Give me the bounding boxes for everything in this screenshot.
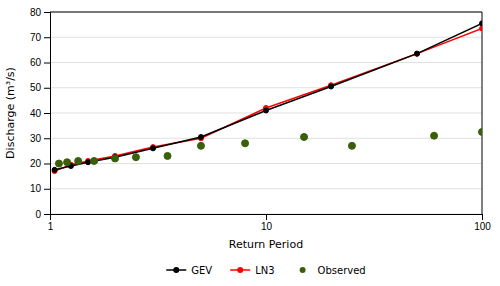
tick: 60 [30, 57, 50, 68]
plot-area: 1 10 100 0 10 20 30 40 50 60 70 80 [30, 7, 491, 232]
series [52, 26, 482, 174]
marks [52, 21, 482, 174]
point [112, 155, 119, 162]
tick-label: 60 [30, 57, 42, 68]
grid-line [50, 37, 482, 38]
legend-swatch [173, 267, 179, 273]
y-axis: 0 10 20 30 40 50 60 70 80 [30, 7, 51, 220]
legend-label: GEV [191, 265, 212, 276]
point [55, 160, 62, 167]
tick-label: 0 [35, 209, 41, 220]
tick-label: 20 [30, 158, 42, 169]
x-axis: 1 10 100 [48, 214, 492, 232]
marker [198, 134, 203, 139]
tick-label: 10 [261, 221, 273, 232]
x-axis-title: Return Period [229, 238, 303, 251]
tick-label: 1 [48, 221, 54, 232]
tick-label: 70 [30, 32, 42, 43]
point [479, 128, 483, 135]
grid-line [50, 188, 482, 189]
series [52, 21, 482, 172]
grid-line [50, 138, 482, 139]
tick: 70 [30, 32, 50, 43]
line [55, 23, 482, 169]
tick-mark [44, 138, 50, 139]
tick-mark [482, 214, 483, 220]
marker [264, 108, 269, 113]
point [132, 154, 139, 161]
marker [414, 51, 419, 56]
axis-line [44, 13, 51, 215]
marker [414, 51, 419, 56]
tick: 30 [30, 133, 50, 144]
tick: 10 [30, 183, 50, 194]
tick-mark [44, 63, 50, 64]
tick: 0 [35, 209, 50, 220]
axis-line [51, 215, 483, 221]
tick-mark [44, 189, 50, 190]
point [348, 142, 355, 149]
tick-mark [266, 214, 267, 220]
marker [480, 21, 483, 26]
point [64, 159, 71, 166]
point [75, 157, 82, 164]
point [242, 140, 249, 147]
tick-mark [44, 88, 50, 89]
tick-label: 50 [30, 82, 42, 93]
legend-label: Observed [318, 265, 366, 276]
chart: 1 10 100 0 10 20 30 40 50 60 70 80 Return Period Disc… [0, 0, 500, 286]
legend: GEV LN3 Observed [166, 265, 365, 276]
series [55, 128, 482, 167]
frame-line [50, 12, 482, 13]
tick: 10 [261, 214, 273, 232]
tick-label: 30 [30, 133, 42, 144]
grid-line [50, 12, 482, 13]
tick: 1 [48, 214, 54, 232]
grid [50, 12, 482, 214]
legend-item: Observed [300, 265, 366, 276]
tick-label: 10 [30, 183, 42, 194]
point [431, 132, 438, 139]
frame-line [482, 12, 483, 214]
tick: 20 [30, 158, 50, 169]
marker [86, 160, 91, 165]
point [197, 142, 204, 149]
tick-mark [44, 113, 50, 114]
legend-item: LN3 [230, 265, 274, 276]
point [164, 152, 171, 159]
legend-item: GEV [166, 265, 212, 276]
point [91, 157, 98, 164]
tick-label: 80 [30, 7, 42, 18]
tick-mark [44, 214, 50, 215]
tick-label: 40 [30, 108, 42, 119]
tick-mark [44, 164, 50, 165]
marker [151, 146, 156, 151]
grid-line [50, 62, 482, 63]
tick-mark [44, 12, 50, 13]
marker [480, 26, 483, 31]
marker [52, 167, 57, 172]
marker [329, 84, 334, 89]
tick: 50 [30, 82, 50, 93]
tick: 80 [30, 7, 50, 18]
legend-label: LN3 [255, 265, 274, 276]
y-axis-title: Discharge (m³/s) [4, 67, 17, 159]
line [55, 28, 482, 171]
legend-swatch [300, 267, 306, 273]
tick-label: 100 [474, 221, 491, 232]
tick: 40 [30, 108, 50, 119]
legend-swatch [237, 267, 243, 273]
point [301, 133, 308, 140]
tick: 100 [474, 214, 491, 232]
grid-line [50, 163, 482, 164]
grid-line [50, 87, 482, 88]
tick-mark [44, 37, 50, 38]
